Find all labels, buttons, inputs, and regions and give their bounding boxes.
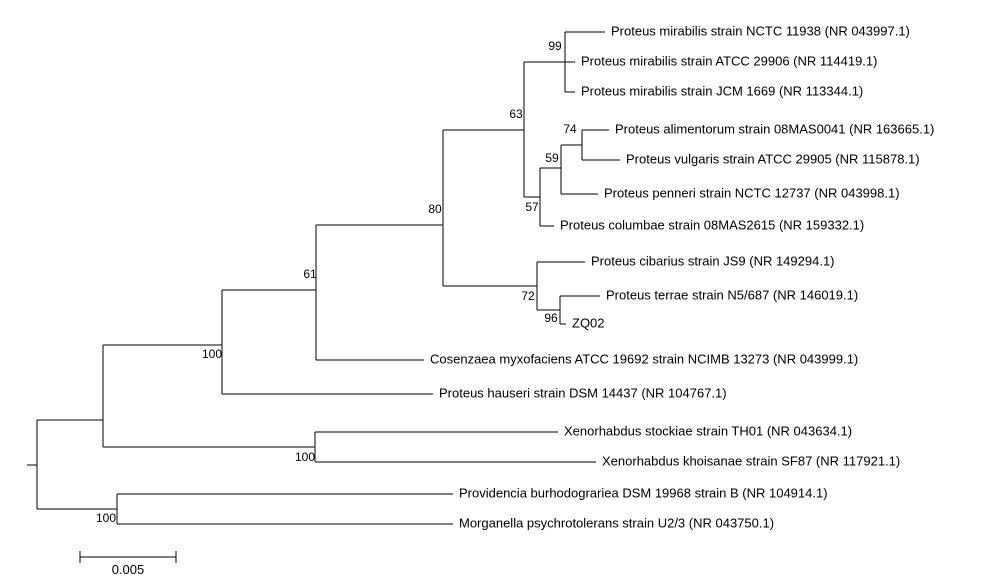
support-value: 61: [303, 267, 317, 281]
tip-label: Proteus penneri strain NCTC 12737 (NR 04…: [604, 185, 900, 200]
support-value: 80: [428, 202, 442, 216]
tip-label: Proteus mirabilis strain ATCC 29906 (NR …: [581, 53, 877, 68]
support-value: 96: [544, 311, 558, 325]
branches: [27, 32, 620, 524]
support-value: 100: [202, 347, 222, 361]
support-value: 63: [509, 107, 523, 121]
support-value: 99: [548, 39, 562, 53]
phylogenetic-tree: Proteus mirabilis strain NCTC 11938 (NR …: [0, 0, 1000, 582]
tip-label: Proteus hauseri strain DSM 14437 (NR 104…: [439, 385, 727, 400]
tip-label: Proteus cibarius strain JS9 (NR 149294.1…: [591, 253, 835, 268]
tip-labels: Proteus mirabilis strain NCTC 11938 (NR …: [430, 23, 934, 530]
tip-label: Xenorhabdus stockiae strain TH01 (NR 043…: [564, 423, 852, 438]
tip-label: ZQ02: [572, 315, 605, 330]
tip-label: Proteus alimentorum strain 08MAS0041 (NR…: [615, 121, 934, 136]
tip-label: Proteus mirabilis strain NCTC 11938 (NR …: [611, 23, 910, 38]
tip-label: Xenorhabdus khoisanae strain SF87 (NR 11…: [602, 453, 900, 468]
tip-label: Providencia burhodograriea DSM 19968 str…: [459, 485, 828, 500]
tip-label: Proteus columbae strain 08MAS2615 (NR 15…: [560, 217, 864, 232]
tip-label: Proteus terrae strain N5/687 (NR 146019.…: [606, 287, 858, 302]
tip-label: Proteus vulgaris strain ATCC 29905 (NR 1…: [626, 151, 920, 166]
support-value: 74: [563, 122, 577, 136]
tip-label: Morganella psychrotolerans strain U2/3 (…: [459, 515, 774, 530]
support-value: 100: [295, 450, 315, 464]
support-value: 57: [525, 200, 539, 214]
tip-label: Cosenzaea myxofaciens ATCC 19692 strain …: [430, 351, 858, 366]
support-value: 72: [521, 289, 535, 303]
scale-bar: 0.005: [80, 551, 176, 577]
support-value: 100: [96, 511, 116, 525]
support-value: 59: [545, 151, 559, 165]
tip-label: Proteus mirabilis strain JCM 1669 (NR 11…: [581, 83, 863, 98]
scale-label: 0.005: [112, 562, 145, 577]
support-values: 99 74 59 57 63 96 72 80 61 100 100 100: [96, 39, 577, 525]
